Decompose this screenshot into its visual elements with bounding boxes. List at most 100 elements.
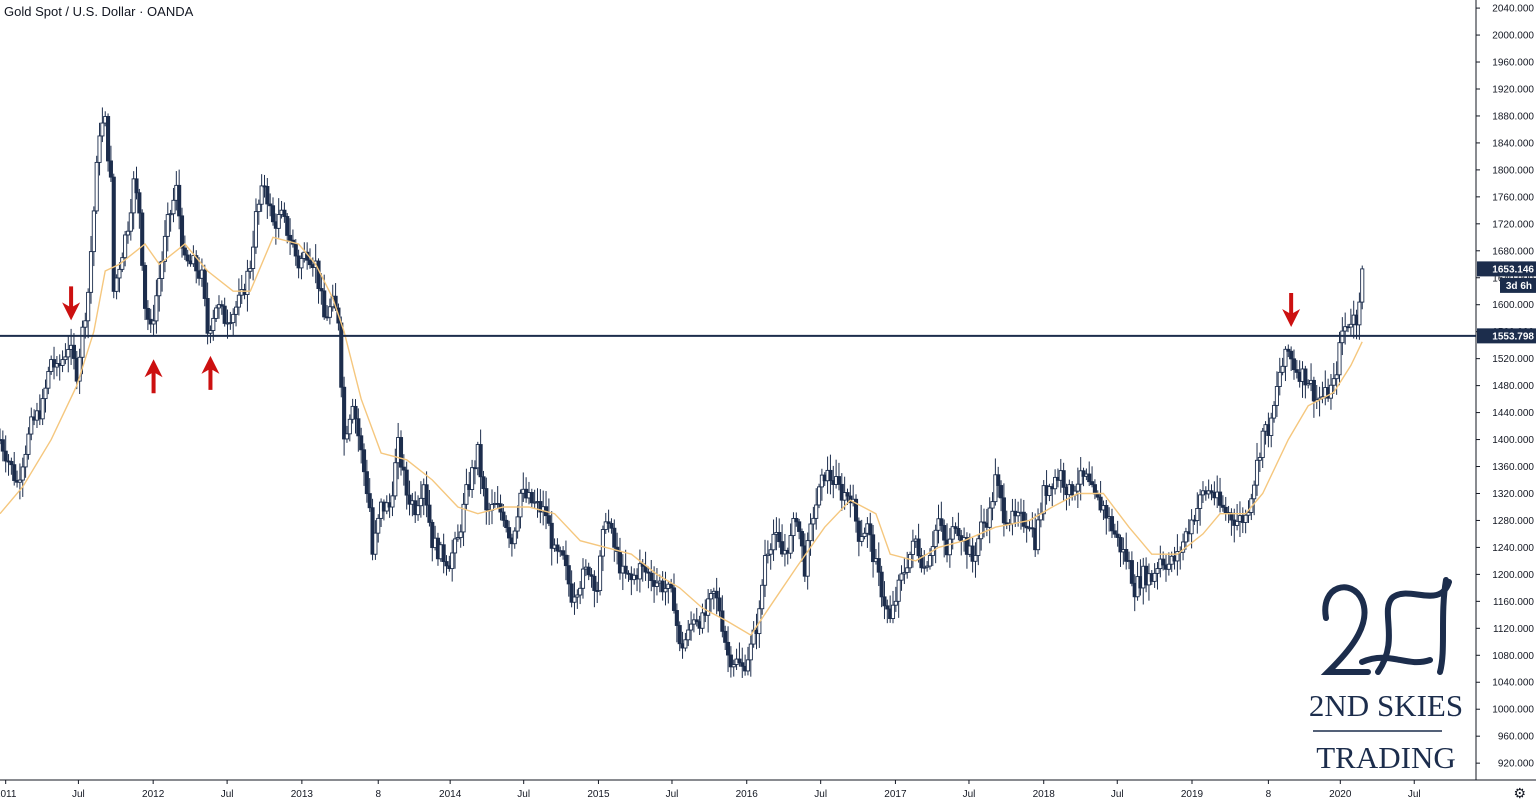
candle-body-up: [344, 433, 350, 440]
candle: [808, 513, 813, 556]
candle-body-up: [208, 330, 213, 334]
candle-body-up: [171, 199, 176, 215]
candle-body-up: [151, 320, 156, 325]
last-price-label: 1653.146: [1477, 261, 1536, 277]
candle: [288, 218, 293, 255]
candle: [1223, 496, 1228, 521]
candle-body-up: [1198, 494, 1203, 509]
candle: [1021, 499, 1026, 533]
candle-body-up: [808, 523, 813, 542]
candle: [54, 356, 59, 377]
candle-body-down: [268, 203, 273, 207]
candle-body-down: [1115, 533, 1120, 538]
candle-body-up: [910, 540, 915, 555]
candle: [162, 220, 167, 273]
candle-body-down: [1161, 558, 1166, 566]
candle: [151, 304, 156, 337]
candle-body-up: [211, 317, 216, 331]
candle: [256, 199, 261, 225]
candle: [344, 425, 350, 443]
candle: [390, 481, 395, 517]
candle: [1118, 534, 1123, 567]
candle: [1217, 477, 1223, 513]
candle-body-down: [569, 583, 574, 603]
candle: [856, 517, 861, 557]
candle: [970, 537, 975, 573]
candle: [1115, 520, 1120, 547]
candle-body-up: [1053, 476, 1058, 490]
candle-body-down: [182, 247, 187, 256]
candle-body-down: [1286, 348, 1291, 352]
candle-body-down: [740, 662, 745, 667]
brand-logo: 2ND SKIES TRADING: [1309, 577, 1463, 775]
candle: [575, 589, 580, 609]
candle: [376, 514, 381, 543]
x-tick-label: 8: [1266, 789, 1272, 800]
candle-body-down: [669, 583, 674, 589]
x-tick-label: 2019: [1181, 789, 1204, 800]
candle: [94, 155, 99, 214]
candle: [108, 145, 113, 182]
candle: [663, 571, 668, 606]
candle: [470, 459, 475, 498]
candle: [1289, 346, 1294, 371]
candle: [1348, 308, 1353, 336]
gear-icon[interactable]: ⚙: [1513, 785, 1526, 801]
candle-body-up: [580, 568, 586, 589]
candle: [1283, 346, 1288, 382]
x-tick-label: 2013: [291, 789, 314, 800]
candle-body-down: [370, 507, 375, 555]
candle-body-down: [1294, 369, 1299, 373]
candle: [1280, 357, 1285, 376]
candle: [1294, 359, 1299, 379]
candle: [347, 414, 352, 442]
candle-body-up: [100, 122, 105, 137]
candle: [817, 483, 822, 509]
candle: [905, 551, 910, 579]
candle-body-down: [566, 565, 571, 585]
candle: [671, 573, 677, 614]
y-tick-label: 1880.000: [1492, 111, 1534, 122]
candle-body-up: [1357, 301, 1362, 326]
candle-body-down: [1291, 358, 1297, 371]
candle-body-down: [836, 476, 842, 485]
candle-body-up: [63, 356, 68, 361]
candle-body-up: [259, 185, 264, 205]
candle-body-up: [771, 533, 776, 551]
candle-body-up: [236, 294, 241, 308]
candle-body-up: [373, 532, 378, 555]
candle-body-up: [905, 567, 910, 573]
candle: [83, 312, 88, 339]
candle: [299, 252, 304, 280]
candle: [1047, 483, 1052, 502]
candle-body-up: [1343, 326, 1348, 332]
candle-body-up: [1277, 371, 1282, 387]
time-axis[interactable]: 2011 Jul 2012 Jul 2013 8 2014 Jul 2015 Jul 2016 Jul…: [0, 780, 1421, 800]
candle-body-up: [91, 210, 96, 253]
candle-body-up: [253, 211, 259, 248]
candle: [723, 625, 728, 650]
candle-body-down: [1209, 490, 1214, 493]
candle-body-up: [1328, 384, 1334, 399]
candle-body-down: [646, 571, 651, 574]
candle-body-up: [1195, 508, 1200, 521]
candle: [128, 198, 133, 241]
candle: [686, 620, 691, 647]
candle-body-down: [353, 405, 358, 420]
candle: [219, 300, 224, 315]
candle: [430, 519, 435, 562]
candle: [896, 574, 901, 618]
candle: [589, 568, 594, 588]
candle: [578, 580, 583, 605]
candle: [720, 595, 725, 638]
candle: [478, 429, 483, 495]
candle-body-down: [694, 619, 699, 623]
candle: [208, 325, 213, 344]
candle-body-down: [12, 464, 17, 481]
candle-body-down: [939, 518, 944, 526]
candle: [1286, 344, 1291, 358]
y-tick-label: 1840.000: [1492, 138, 1534, 149]
candle-body-up: [1166, 563, 1171, 570]
candle-body-up: [689, 623, 694, 631]
